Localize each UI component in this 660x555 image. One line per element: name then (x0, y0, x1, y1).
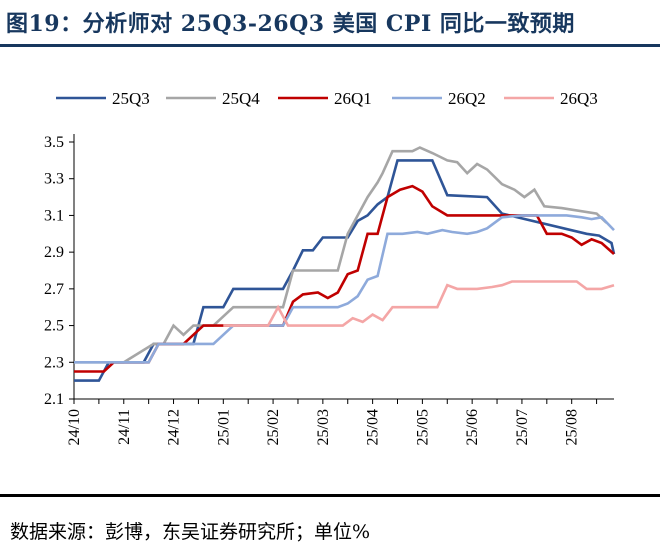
y-tick-label: 2.5 (44, 318, 64, 335)
x-tick-label: 24/10 (66, 409, 83, 445)
series-line-26q2 (74, 214, 615, 364)
chart-series (74, 146, 616, 382)
x-tick-label: 25/04 (365, 409, 382, 445)
series-line-26q3 (223, 280, 615, 327)
chart-axes: 2.1 2.3 2.5 2.7 2.9 3.1 3.3 3.5 24/10 24/11 24/12 2… (44, 134, 614, 445)
x-tick-label: 25/02 (265, 409, 282, 445)
y-tick-label: 3.3 (44, 171, 64, 188)
title-rule (0, 44, 660, 47)
y-tick-label: 2.1 (44, 391, 64, 408)
legend-label-26q3: 26Q3 (560, 89, 598, 108)
series-line-25q3 (74, 159, 616, 382)
x-tick-label: 24/11 (116, 409, 133, 445)
x-tick-label: 25/01 (215, 409, 232, 445)
x-tick-label: 24/12 (166, 409, 183, 445)
x-tick-label: 25/05 (414, 409, 431, 445)
x-tick-label: 25/06 (464, 409, 481, 445)
chart-legend: 25Q3 25Q4 26Q1 26Q2 26Q3 (56, 89, 598, 108)
footer-rule (0, 494, 660, 497)
y-tick-label: 2.9 (44, 244, 64, 261)
series-line-26q1 (74, 184, 615, 373)
legend-label-26q1: 26Q1 (334, 89, 372, 108)
source-note: 数据来源：彭博，东吴证券研究所；单位% (10, 521, 371, 543)
y-tick-label: 2.3 (44, 354, 64, 371)
figure-title: 图19：分析师对 25Q3-26Q3 美国 CPI 同比一致预期 (6, 11, 575, 37)
legend-label-25q4: 25Q4 (222, 89, 260, 108)
y-tick-label: 3.1 (44, 207, 64, 224)
legend-label-26q2: 26Q2 (448, 89, 486, 108)
x-tick-label: 25/08 (564, 409, 581, 445)
x-tick-label: 25/07 (514, 409, 531, 445)
legend-label-25q3: 25Q3 (112, 89, 150, 108)
y-tick-label: 2.7 (44, 281, 64, 298)
x-tick-label: 25/03 (315, 409, 332, 445)
y-tick-label: 3.5 (44, 134, 64, 151)
series-line-25q4 (74, 146, 608, 364)
